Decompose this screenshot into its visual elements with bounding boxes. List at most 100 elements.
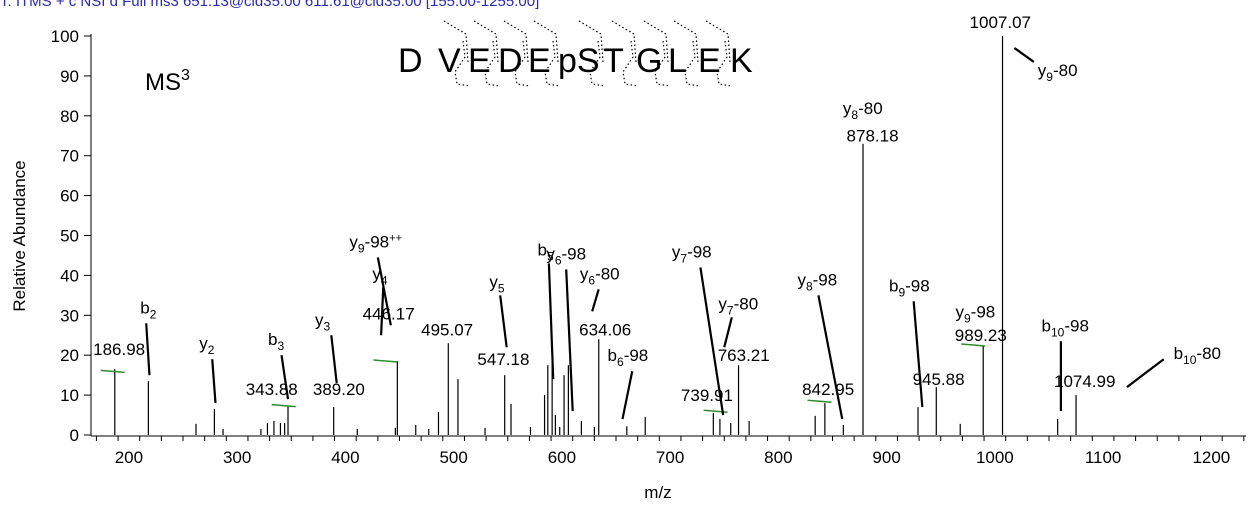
ion-leader-line: [565, 269, 574, 412]
ion-label: b9-98: [889, 276, 930, 299]
sequence-residue: K: [730, 42, 753, 80]
ion-label: b10-98: [1042, 316, 1089, 339]
x-tick-label: 300: [223, 448, 251, 467]
peak-label: 763.21: [718, 346, 770, 365]
sequence-residue: pS: [558, 42, 600, 80]
ion-leader-line: [499, 295, 508, 348]
ion-label: b3: [268, 330, 284, 353]
peak-label: 842.95: [802, 380, 854, 399]
scan-filter-header: T: ITMS + c NSI d Full ms3 651.13@cid35.…: [0, 0, 540, 10]
ion-label: y6-98: [546, 244, 586, 267]
b-ion-cleavage-mark: [643, 20, 669, 63]
green-mark: [373, 359, 398, 363]
ion-label: b6-98: [608, 346, 649, 369]
x-axis: 200 300 400 500 600 700 800 900 1000 1100 1200: [91, 435, 1246, 467]
ion-label: y5: [489, 272, 505, 295]
peak-label: 739.91: [681, 386, 733, 405]
sequence-residue: L: [668, 42, 687, 80]
ion-leader-line: [330, 335, 338, 384]
peak-series: [114, 36, 1077, 435]
peak-label: 495.07: [421, 320, 473, 339]
ion-leader-line: [376, 257, 392, 326]
y-axis: 0 10 20 30 40 50 60 70 80 90 100: [51, 27, 92, 445]
y-tick-label: 90: [60, 67, 79, 86]
y-tick-label: 60: [60, 187, 79, 206]
ion-label: y7-80: [718, 294, 758, 317]
x-tick-label: 200: [115, 448, 143, 467]
sequence-residue: D: [398, 42, 423, 80]
ion-leader-line: [145, 323, 151, 376]
b-ion-cleavage-mark: [673, 20, 699, 63]
sequence-residue: E: [528, 42, 551, 80]
peak-label: 186.98: [93, 340, 145, 359]
y-tick-label: 0: [70, 426, 79, 445]
y-tick-label: 20: [60, 346, 79, 365]
peak-label: 547.18: [477, 350, 529, 369]
peak-label: 1007.07: [970, 13, 1031, 32]
ion-label: b5: [538, 240, 554, 263]
y-tick-label: 30: [60, 306, 79, 325]
ion-leader-line: [547, 263, 555, 380]
sequence-residue: E: [468, 42, 491, 80]
peak-label: 634.06: [579, 320, 631, 339]
ion-label: b10-80: [1174, 344, 1221, 367]
sequence-residue: D: [498, 42, 523, 80]
peak-label: 343.88: [246, 380, 298, 399]
ion-leader-line: [1013, 47, 1035, 63]
ion-label: b2: [140, 298, 156, 321]
ion-label: y8-98: [797, 270, 837, 293]
y-tick-label: 80: [60, 107, 79, 126]
b-ion-cleavage-mark: [533, 20, 559, 63]
ion-label: y9-98++: [349, 232, 402, 255]
ion-leader-line: [723, 317, 733, 348]
x-tick-label: 1100: [1085, 448, 1122, 467]
sequence-residue: G: [636, 42, 662, 80]
ion-label: y4: [372, 264, 388, 287]
x-tick-label: 800: [764, 448, 792, 467]
ion-leader-line: [280, 355, 290, 400]
sequence-residue: E: [698, 42, 721, 80]
x-tick-label: 400: [331, 448, 359, 467]
peak-label: 945.88: [913, 370, 965, 389]
ion-label: y3: [315, 310, 331, 333]
y-axis-label: Relative Abundance: [10, 160, 29, 311]
peak-label: 389.20: [313, 380, 365, 399]
ion-leader-line: [591, 289, 600, 312]
y-tick-label: 100: [51, 27, 79, 46]
y-tick-label: 40: [60, 266, 79, 285]
b-ion-cleavage-mark: [705, 20, 731, 63]
ion-leader-line: [211, 359, 217, 404]
ion-leader-line: [621, 370, 634, 420]
ion-leader-line: [817, 295, 844, 420]
ms-level-label: MS3: [145, 67, 190, 96]
b-ion-cleavage-mark: [611, 20, 637, 63]
ion-label: y2: [199, 334, 215, 357]
ion-label: y9-98: [955, 302, 995, 325]
y-tick-label: 70: [60, 147, 79, 166]
x-tick-label: 900: [872, 448, 900, 467]
ion-leader-line: [912, 301, 924, 408]
x-axis-label: m/z: [644, 483, 671, 502]
b-ion-cleavage-mark: [503, 20, 529, 63]
peak-label: 989.23: [955, 326, 1007, 345]
ion-leader-line: [1126, 358, 1165, 388]
b-ion-cleavage-mark: [578, 20, 604, 63]
x-tick-label: 1000: [976, 448, 1014, 467]
ion-leader-line: [380, 287, 385, 336]
sequence-residue: T: [603, 42, 624, 80]
y-tick-label: 10: [60, 386, 79, 405]
b-ion-cleavage-mark: [473, 20, 499, 63]
x-tick-label: 700: [656, 448, 684, 467]
x-tick-label: 600: [548, 448, 576, 467]
b-ion-cleavage-mark: [443, 20, 469, 63]
y-tick-label: 50: [60, 227, 79, 246]
green-mark: [100, 369, 125, 374]
ion-label: y7-98: [672, 242, 712, 265]
green-mark: [961, 343, 986, 347]
green-mark: [807, 399, 832, 404]
ion-label: y8-80: [843, 99, 883, 122]
peak-label: 878.18: [847, 127, 899, 146]
